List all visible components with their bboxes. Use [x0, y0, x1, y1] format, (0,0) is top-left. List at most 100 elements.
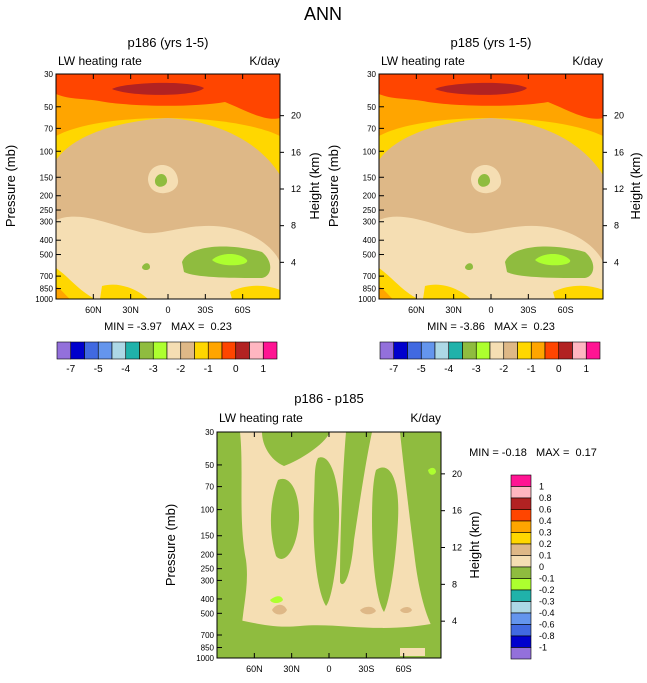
axes: 60N 30N 0 30S 60S 30 50 70 100 150 200 250 300 400 500… [358, 70, 624, 315]
colorbar-swatch [558, 341, 573, 360]
colorbar-swatch [221, 341, 237, 360]
fill-region [372, 467, 399, 612]
colorbar-swatch [379, 341, 395, 360]
colorbar-label: 0.4 [539, 516, 552, 526]
colorbar-label: -0.3 [539, 597, 555, 607]
fill-region [379, 268, 603, 299]
colorbar-swatch [510, 624, 532, 637]
colorbar: -7 -5 -4 -3 -2 -1 0 1 [379, 341, 601, 375]
fill-region [56, 268, 280, 299]
chart-subtitle-right: K/day [410, 411, 441, 425]
axes: 60N 30N 0 30S 60S 30 50 70 100 150 200 250 300 400 500… [35, 70, 301, 315]
colorbar-label: -4 [121, 364, 130, 375]
fill-region [112, 82, 204, 95]
y2-axis-label: Height (km) [628, 152, 643, 219]
y-tick-label: 500 [40, 251, 54, 260]
colorbar-label: 1 [539, 482, 544, 492]
chart-title: p186 - p185 [294, 391, 363, 406]
min-max-text: MIN = -3.97 MAX = 0.23 [104, 321, 232, 333]
panel-p186: p186 (yrs 1-5) LW heating rate K/day 60N… [3, 35, 322, 375]
y-tick-label: 1000 [196, 654, 214, 663]
x-tick-label: 30N [283, 664, 300, 674]
colorbar-swatch [56, 341, 72, 360]
x-tick-label: 60S [396, 664, 412, 674]
colorbar-label: -1 [539, 643, 547, 653]
colorbar-swatch [462, 341, 477, 360]
y-tick-label: 30 [367, 70, 376, 79]
y-tick-label: 70 [205, 483, 214, 492]
y-tick-label: 150 [40, 173, 54, 182]
colorbar-swatch [235, 341, 250, 360]
chart-subtitle-left: LW heating rate [381, 54, 465, 68]
colorbar-label: -0.2 [539, 585, 555, 595]
colorbar-label: 0 [539, 562, 544, 572]
colorbar-swatch [510, 509, 532, 522]
colorbar-swatch [544, 341, 560, 360]
min-max-text: MIN = -0.18 MAX = 0.17 [469, 447, 597, 459]
x-tick-label: 0 [165, 305, 170, 315]
x-tick-label: 60N [85, 305, 102, 315]
chart-subtitle-left: LW heating rate [58, 54, 142, 68]
colorbar-label: -2 [499, 364, 508, 375]
y-tick-label: 1000 [358, 295, 376, 304]
colorbar-swatch [585, 341, 601, 360]
colorbar-swatch [111, 341, 127, 360]
y-axis-label: Pressure (mb) [163, 504, 178, 586]
y-tick-label: 1000 [35, 295, 53, 304]
colorbar-label: 1 [583, 364, 589, 375]
colorbar-swatch [207, 341, 223, 360]
colorbar-swatch [510, 486, 532, 499]
fill-region [313, 457, 340, 606]
y-tick-label: 300 [40, 218, 54, 227]
colorbar-label: -0.1 [539, 574, 555, 584]
contour-field [56, 74, 280, 299]
fill-region [142, 174, 271, 278]
y-tick-label: 200 [40, 192, 54, 201]
y2-axis-label: Height (km) [307, 152, 322, 219]
y-tick-label: 70 [44, 124, 53, 133]
y-tick-label: 200 [201, 550, 215, 559]
height-tick-label: 8 [291, 221, 296, 231]
colorbar-swatch [510, 566, 532, 579]
fill-region [535, 254, 571, 266]
y-tick-label: 500 [201, 609, 215, 618]
colorbar-swatch [84, 341, 99, 360]
fill-region [435, 82, 527, 95]
colorbar-label: 1 [260, 364, 266, 375]
height-tick-label: 4 [614, 257, 619, 267]
colorbar-swatch [510, 635, 532, 648]
y-tick-label: 100 [201, 506, 215, 515]
y-tick-label: 70 [367, 124, 376, 133]
x-tick-label: 30S [520, 305, 536, 315]
colorbar: -7 -5 -4 -3 -2 -1 0 1 [56, 341, 278, 375]
colorbar-swatch [510, 647, 532, 660]
colorbar-swatch [407, 341, 422, 360]
panel-p185: p185 (yrs 1-5) LW heating rate K/day 60N… [326, 35, 643, 375]
contour-field [379, 74, 603, 299]
colorbar-label: 0.2 [539, 539, 552, 549]
fill-region [400, 432, 441, 640]
y-tick-label: 30 [205, 428, 214, 437]
y-tick-label: 100 [40, 147, 54, 156]
colorbar-swatch [475, 341, 491, 360]
height-tick-label: 16 [452, 506, 462, 516]
x-tick-label: 0 [326, 664, 331, 674]
x-tick-label: 0 [488, 305, 493, 315]
colorbar-label: -0.8 [539, 631, 555, 641]
chart-subtitle-right: K/day [572, 54, 603, 68]
y-tick-label: 250 [201, 565, 215, 574]
colorbar-label: -0.6 [539, 620, 555, 630]
colorbar-label: -5 [417, 364, 426, 375]
colorbar-swatch [510, 589, 532, 602]
fill-region [56, 286, 70, 299]
y-tick-label: 400 [40, 236, 54, 245]
height-tick-label: 8 [452, 579, 457, 589]
contour-field [217, 432, 441, 658]
height-tick-label: 16 [291, 147, 301, 157]
x-tick-label: 30S [197, 305, 213, 315]
height-tick-label: 20 [291, 111, 301, 121]
y-tick-label: 700 [201, 631, 215, 640]
panel-difference: p186 - p185 LW heating rate K/day 60N 30N… [163, 391, 597, 674]
height-tick-label: 12 [614, 184, 624, 194]
colorbar-swatch [70, 341, 85, 360]
